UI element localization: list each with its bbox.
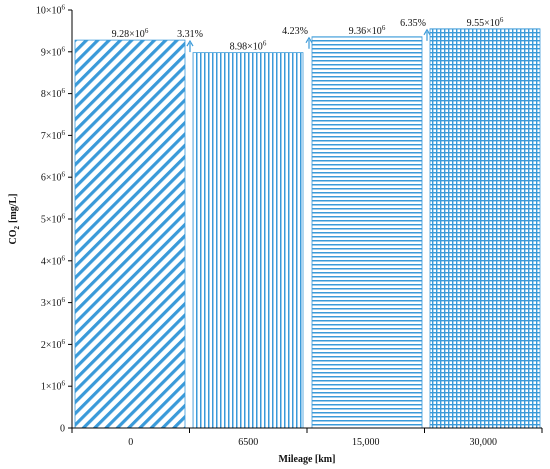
- bar-15000: [311, 36, 423, 429]
- bar-annotations: 9.28×106 3.31% 8.98×106 9.36×106 4.23% 9.55×1…: [112, 16, 504, 53]
- increase-arrow-icon: [186, 39, 194, 53]
- bar-0: [74, 39, 186, 429]
- percent-change-label: 4.23%: [282, 26, 308, 37]
- percent-change-label: 3.31%: [177, 29, 203, 40]
- value-label: 9.28×106: [112, 27, 149, 40]
- y-tick-label: 8×106: [41, 87, 66, 100]
- x-tick-label: 30,000: [470, 437, 498, 448]
- bars: [74, 28, 541, 429]
- bar-6500: [192, 52, 304, 429]
- y-axis-ticks: 0 1×106 2×106 3×106 4×106 5×106 6×106 7×106 8×10…: [36, 4, 72, 435]
- y-tick-label: 4×106: [41, 254, 66, 267]
- bar-30000: [429, 28, 541, 429]
- x-axis-title: Mileage [km]: [279, 454, 336, 465]
- y-tick-label: 1×106: [41, 380, 66, 393]
- y-tick-label: 5×106: [41, 213, 66, 226]
- y-tick-label: 7×106: [41, 129, 66, 142]
- y-tick-label: 10×106: [36, 4, 66, 17]
- value-label: 9.36×106: [349, 24, 386, 37]
- y-tick-label: 6×106: [41, 171, 66, 184]
- plot-area: 0 1×106 2×106 3×106 4×106 5×106 6×106 7×106 8×10…: [36, 4, 543, 448]
- y-tick-label: 9×106: [41, 45, 66, 58]
- value-label: 9.55×106: [467, 16, 504, 29]
- value-label: 8.98×106: [230, 40, 267, 53]
- increase-arrow-icon: [423, 28, 431, 41]
- x-axis-tick-labels: 0 6500 15,000 30,000: [71, 428, 543, 448]
- percent-change-label: 6.35%: [400, 18, 426, 29]
- y-tick-label: 2×106: [41, 338, 66, 351]
- x-tick-label: 15,000: [352, 437, 380, 448]
- y-tick-label: 3×106: [41, 296, 66, 309]
- increase-arrow-icon: [305, 36, 313, 49]
- x-tick-label: 6500: [238, 437, 258, 448]
- y-axis-title: CO2[mg/L]: [8, 194, 21, 245]
- y-tick-label: 0: [60, 424, 65, 435]
- x-tick-label: 0: [128, 437, 133, 448]
